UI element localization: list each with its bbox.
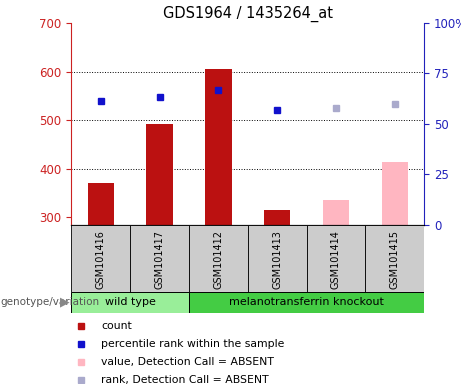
Text: melanotransferrin knockout: melanotransferrin knockout — [229, 297, 384, 308]
Bar — [71, 225, 130, 292]
Text: GSM101415: GSM101415 — [390, 230, 400, 289]
Title: GDS1964 / 1435264_at: GDS1964 / 1435264_at — [163, 5, 333, 22]
Text: genotype/variation: genotype/variation — [0, 297, 99, 308]
Bar — [88, 183, 114, 225]
Bar — [205, 69, 231, 225]
Bar — [147, 124, 173, 225]
Bar — [189, 292, 424, 313]
Bar — [189, 225, 248, 292]
Text: GSM101416: GSM101416 — [96, 230, 106, 289]
Bar — [323, 200, 349, 225]
Text: wild type: wild type — [105, 297, 156, 308]
Bar — [130, 225, 189, 292]
Text: GSM101412: GSM101412 — [213, 230, 224, 289]
Bar — [248, 225, 307, 292]
Bar — [382, 162, 408, 225]
Bar — [264, 210, 290, 225]
Text: GSM101417: GSM101417 — [154, 230, 165, 289]
Bar — [365, 225, 424, 292]
Bar — [71, 292, 189, 313]
Bar — [307, 225, 366, 292]
Text: rank, Detection Call = ABSENT: rank, Detection Call = ABSENT — [101, 374, 269, 384]
Text: ▶: ▶ — [59, 296, 69, 309]
Text: GSM101413: GSM101413 — [272, 230, 282, 289]
Text: percentile rank within the sample: percentile rank within the sample — [101, 339, 285, 349]
Text: GSM101414: GSM101414 — [331, 230, 341, 289]
Text: value, Detection Call = ABSENT: value, Detection Call = ABSENT — [101, 357, 274, 367]
Text: count: count — [101, 321, 132, 331]
